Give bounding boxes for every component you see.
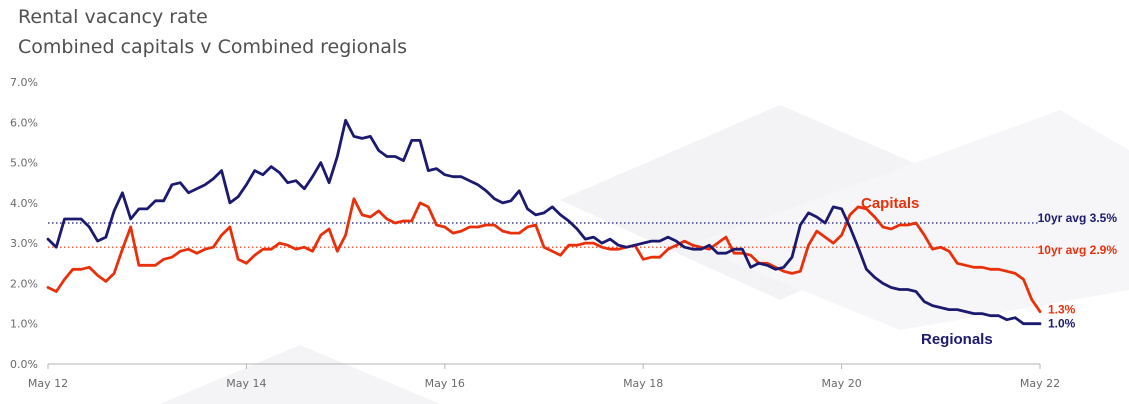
series-end-label: 1.0% xyxy=(1048,317,1076,331)
x-axis: May 12 May 14 May 16 May 18 May 20 May 22 xyxy=(28,363,1060,390)
y-tick-label: 0.0% xyxy=(10,358,38,371)
y-tick-label: 7.0% xyxy=(10,76,38,89)
y-tick-label: 4.0% xyxy=(10,197,38,210)
series-annotation: Regionals xyxy=(921,331,993,348)
y-tick-label: 5.0% xyxy=(10,157,38,170)
x-tick-label: May 22 xyxy=(1020,377,1060,390)
x-tick-label: May 14 xyxy=(226,377,266,390)
chart-subtitle: Combined capitals v Combined regionals xyxy=(18,36,408,58)
series-end-label: 1.3% xyxy=(1048,303,1076,317)
y-tick-label: 2.0% xyxy=(10,277,38,290)
x-tick-label: May 12 xyxy=(28,377,68,390)
x-tick-label: May 20 xyxy=(821,377,861,390)
chart-title: Rental vacancy rate xyxy=(18,6,208,28)
reference-label: 10yr avg 2.9% xyxy=(1038,243,1118,257)
series-line-capitals xyxy=(46,197,1042,314)
series-line-regionals xyxy=(46,118,1042,326)
chart-labels: 1.3%1.0% Capitals Regionals xyxy=(861,195,1076,348)
x-tick-label: May 18 xyxy=(623,377,663,390)
y-tick-label: 1.0% xyxy=(10,318,38,331)
y-tick-label: 3.0% xyxy=(10,237,38,250)
x-tick-label: May 16 xyxy=(425,377,465,390)
y-axis: 0.0% 1.0% 2.0% 3.0% 4.0% 5.0% 6.0% 7.0% xyxy=(10,76,38,371)
reference-label: 10yr avg 3.5% xyxy=(1038,211,1118,225)
background-decoration xyxy=(160,105,1129,404)
y-tick-label: 6.0% xyxy=(10,116,38,129)
series-annotation: Capitals xyxy=(861,195,919,212)
series-lines xyxy=(46,118,1042,326)
